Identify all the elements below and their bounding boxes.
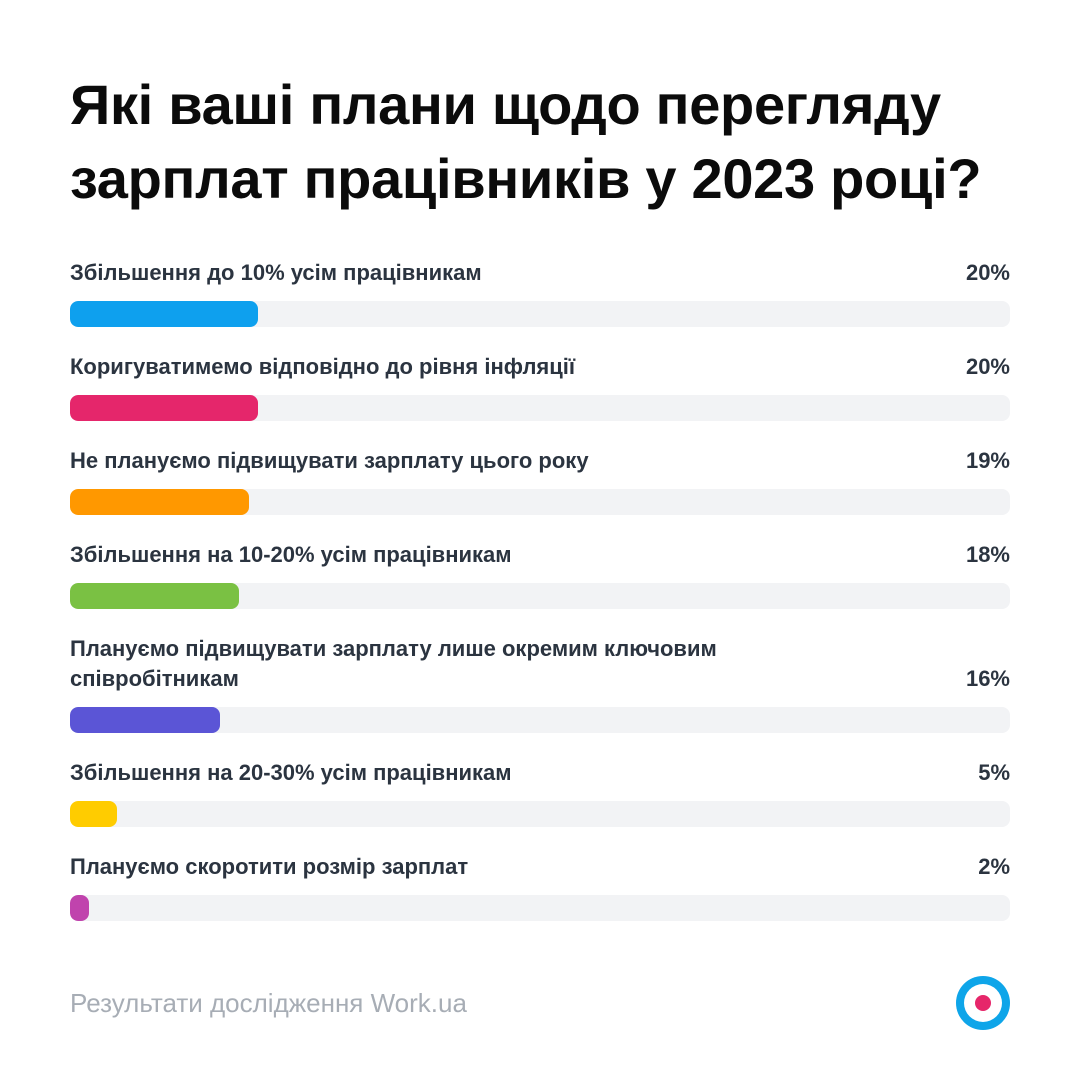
chart-row: Збільшення на 20-30% усім працівникам 5%: [70, 758, 1010, 827]
bar-track: [70, 801, 1010, 827]
value-label: 2%: [978, 854, 1010, 879]
category-label: Збільшення до 10% усім працівникам: [70, 260, 482, 285]
bar: [70, 895, 89, 921]
bar: [70, 301, 258, 327]
footer-source-text: Результати дослідження Work.ua: [70, 988, 467, 1018]
value-label: 19%: [965, 448, 1010, 473]
chart-row-header: Плануємо підвищувати зарплату лише окрем…: [70, 634, 1010, 694]
logo-dot: [975, 995, 991, 1011]
logo-ring: [964, 984, 1002, 1022]
chart-row: Не плануємо підвищувати зарплату цього р…: [70, 446, 1010, 515]
bar: [70, 395, 258, 421]
category-label: Плануємо підвищувати зарплату лише окрем…: [70, 636, 717, 691]
chart-row: Збільшення на 10-20% усім працівникам 18%: [70, 540, 1010, 609]
bar: [70, 801, 117, 827]
bar: [70, 489, 249, 515]
chart-row-header: Збільшення на 10-20% усім працівникам 18%: [70, 540, 1010, 570]
value-label: 18%: [965, 542, 1010, 567]
bar-track: [70, 301, 1010, 327]
bar: [70, 707, 221, 733]
bar-track: [70, 707, 1010, 733]
value-label: 5%: [978, 760, 1010, 785]
page-title: Які ваші плани щодо перегляду зарплат пр…: [70, 73, 982, 210]
chart-row: Коригуватимемо відповідно до рівня інфля…: [70, 352, 1010, 421]
category-label: Плануємо скоротити розмір зарплат: [70, 854, 469, 879]
bar-chart: Збільшення до 10% усім працівникам 20% Кор…: [70, 258, 1010, 921]
chart-row-header: Плануємо скоротити розмір зарплат 2%: [70, 852, 1010, 882]
category-label: Коригуватимемо відповідно до рівня інфля…: [70, 354, 576, 379]
value-label: 20%: [965, 354, 1010, 379]
chart-row: Плануємо скоротити розмір зарплат 2%: [70, 852, 1010, 921]
work-ua-logo-icon: [956, 976, 1010, 1030]
category-label: Не плануємо підвищувати зарплату цього р…: [70, 448, 589, 473]
category-label: Збільшення на 10-20% усім працівникам: [70, 542, 512, 567]
value-label: 20%: [965, 260, 1010, 285]
bar-track: [70, 583, 1010, 609]
chart-row: Збільшення до 10% усім працівникам 20%: [70, 258, 1010, 327]
bar-track: [70, 895, 1010, 921]
category-label: Збільшення на 20-30% усім працівникам: [70, 760, 512, 785]
chart-row: Плануємо підвищувати зарплату лише окрем…: [70, 634, 1010, 733]
chart-row-header: Збільшення на 20-30% усім працівникам 5%: [70, 758, 1010, 788]
chart-row-header: Не плануємо підвищувати зарплату цього р…: [70, 446, 1010, 476]
chart-row-header: Збільшення до 10% усім працівникам 20%: [70, 258, 1010, 288]
bar: [70, 583, 240, 609]
value-label: 16%: [965, 666, 1010, 691]
bar-track: [70, 395, 1010, 421]
bar-track: [70, 489, 1010, 515]
chart-row-header: Коригуватимемо відповідно до рівня інфля…: [70, 352, 1010, 382]
